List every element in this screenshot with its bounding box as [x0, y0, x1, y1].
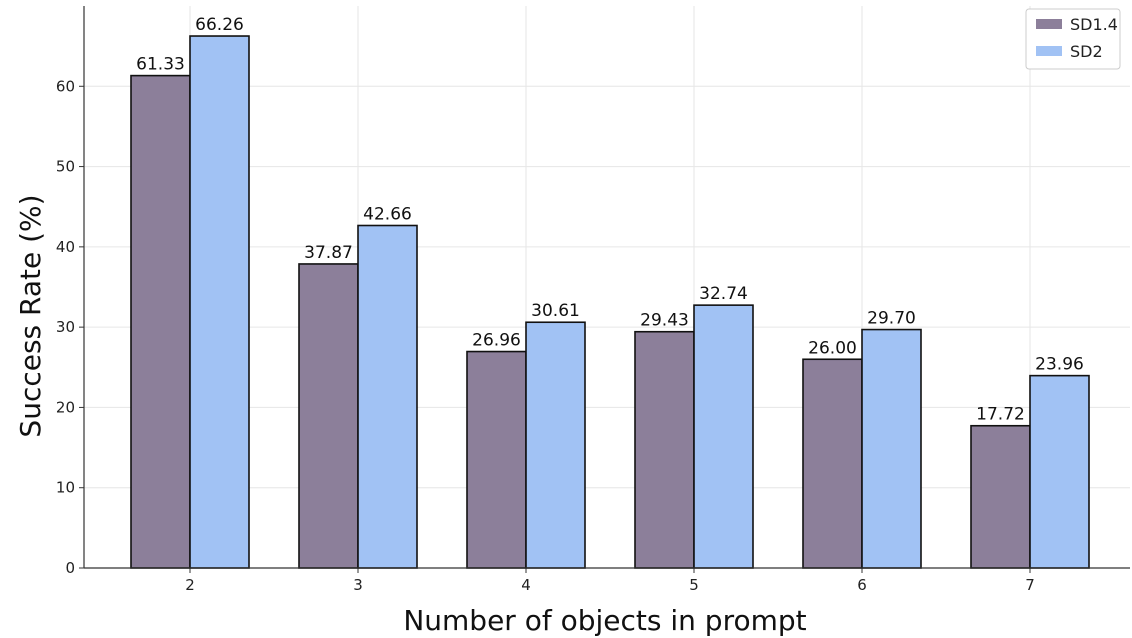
- y-tick-labels: 0 10 20 30 40 50 60: [56, 77, 84, 577]
- bar-sd2-4: [525, 321, 586, 569]
- x-tick-label-6: 6: [857, 576, 867, 594]
- value-label-sd2-6: 29.70: [867, 309, 916, 329]
- value-label-sd14-6: 26.00: [808, 338, 857, 358]
- legend-swatch-sd14: [1036, 19, 1062, 29]
- x-tick-label-2: 2: [185, 576, 195, 594]
- value-labels: 61.33 66.26 37.87 42.66 26.96 30.61 29.43 32.74…: [136, 15, 1084, 425]
- x-tick-label-7: 7: [1025, 576, 1035, 594]
- bar-sd14-6: [802, 358, 863, 569]
- y-tick-label-60: 60: [56, 77, 75, 95]
- bar-sd14-4: [466, 350, 527, 569]
- y-tick-label-10: 10: [56, 479, 75, 497]
- legend-label-sd14: SD1.4: [1070, 15, 1118, 34]
- value-label-sd2-4: 30.61: [531, 301, 580, 321]
- x-tick-labels: 2 3 4 5 6 7: [185, 568, 1035, 594]
- y-tick-label-30: 30: [56, 318, 75, 336]
- bar-sd2-2: [189, 35, 250, 569]
- y-axis-title: Success Rate (%): [14, 194, 47, 437]
- bar-sd14-3: [298, 263, 359, 569]
- value-label-sd14-4: 26.96: [472, 331, 521, 351]
- bar-sd2-6: [861, 328, 922, 569]
- bars: [130, 35, 1090, 569]
- bar-sd2-5: [693, 304, 754, 569]
- bar-sd2-3: [357, 224, 418, 569]
- value-label-sd14-7: 17.72: [976, 405, 1025, 425]
- x-tick-label-4: 4: [521, 576, 531, 594]
- value-label-sd2-5: 32.74: [699, 284, 748, 304]
- legend-label-sd2: SD2: [1070, 42, 1103, 61]
- bar-sd14-2: [130, 74, 191, 569]
- y-tick-label-20: 20: [56, 398, 75, 416]
- value-label-sd14-3: 37.87: [304, 243, 353, 263]
- bar-sd14-5: [634, 330, 695, 569]
- y-tick-label-0: 0: [65, 559, 75, 577]
- value-label-sd14-2: 61.33: [136, 55, 185, 75]
- legend: SD1.4 SD2: [1025, 8, 1121, 70]
- x-tick-label-3: 3: [353, 576, 363, 594]
- y-tick-label-50: 50: [56, 158, 75, 176]
- value-label-sd2-7: 23.96: [1035, 355, 1084, 375]
- bar-sd2-7: [1029, 374, 1090, 569]
- bar-sd14-7: [970, 424, 1031, 569]
- axes: [83, 6, 1130, 569]
- value-label-sd14-5: 29.43: [640, 311, 689, 331]
- value-label-sd2-2: 66.26: [195, 15, 244, 35]
- legend-swatch-sd2: [1036, 46, 1062, 56]
- y-tick-label-40: 40: [56, 238, 75, 256]
- x-tick-label-5: 5: [689, 576, 699, 594]
- gridlines: [84, 6, 1130, 568]
- value-label-sd2-3: 42.66: [363, 205, 412, 225]
- x-axis-title: Number of objects in prompt: [403, 604, 806, 637]
